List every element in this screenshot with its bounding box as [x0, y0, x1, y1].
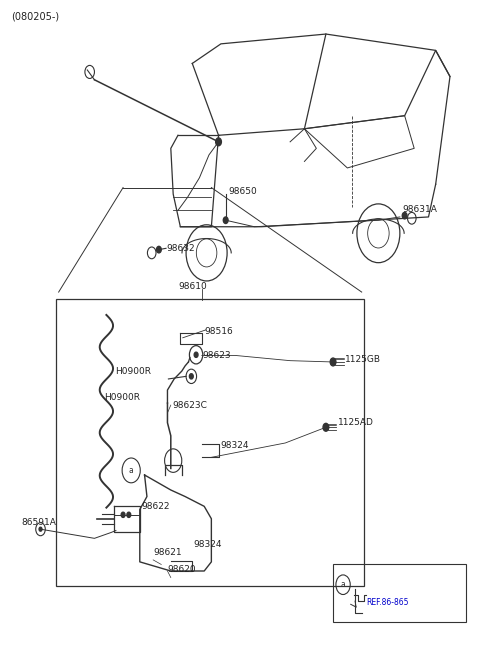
Circle shape [223, 217, 228, 224]
Text: 1125AD: 1125AD [338, 419, 374, 427]
Circle shape [39, 527, 42, 531]
Text: 98622: 98622 [141, 502, 170, 511]
Circle shape [156, 247, 161, 253]
Text: 98632: 98632 [166, 244, 195, 253]
Circle shape [330, 358, 336, 366]
Bar [56, 298, 364, 586]
Text: 98324: 98324 [220, 441, 249, 450]
Circle shape [190, 374, 193, 379]
Text: 98650: 98650 [228, 187, 257, 196]
Text: 98623: 98623 [203, 351, 231, 360]
Circle shape [323, 423, 329, 431]
Text: 98324: 98324 [194, 541, 222, 549]
Text: 98623C: 98623C [172, 401, 207, 409]
Circle shape [216, 138, 221, 146]
Circle shape [127, 512, 131, 518]
Text: a: a [341, 580, 346, 589]
Circle shape [402, 213, 407, 219]
Text: 98631A: 98631A [402, 205, 437, 214]
Text: 1125GB: 1125GB [345, 355, 381, 364]
Text: REF.86-865: REF.86-865 [366, 598, 409, 607]
Circle shape [121, 512, 125, 518]
Text: 86591A: 86591A [22, 518, 56, 527]
Text: H0900R: H0900R [115, 367, 151, 377]
Text: a: a [129, 466, 133, 475]
Text: 98620: 98620 [168, 565, 196, 574]
Text: (080205-): (080205-) [11, 11, 59, 21]
Circle shape [194, 352, 198, 358]
Text: 98610: 98610 [178, 282, 207, 291]
Bar [333, 564, 466, 622]
Text: 98516: 98516 [204, 327, 233, 336]
Text: H0900R: H0900R [104, 393, 140, 401]
Text: 98621: 98621 [153, 548, 182, 556]
